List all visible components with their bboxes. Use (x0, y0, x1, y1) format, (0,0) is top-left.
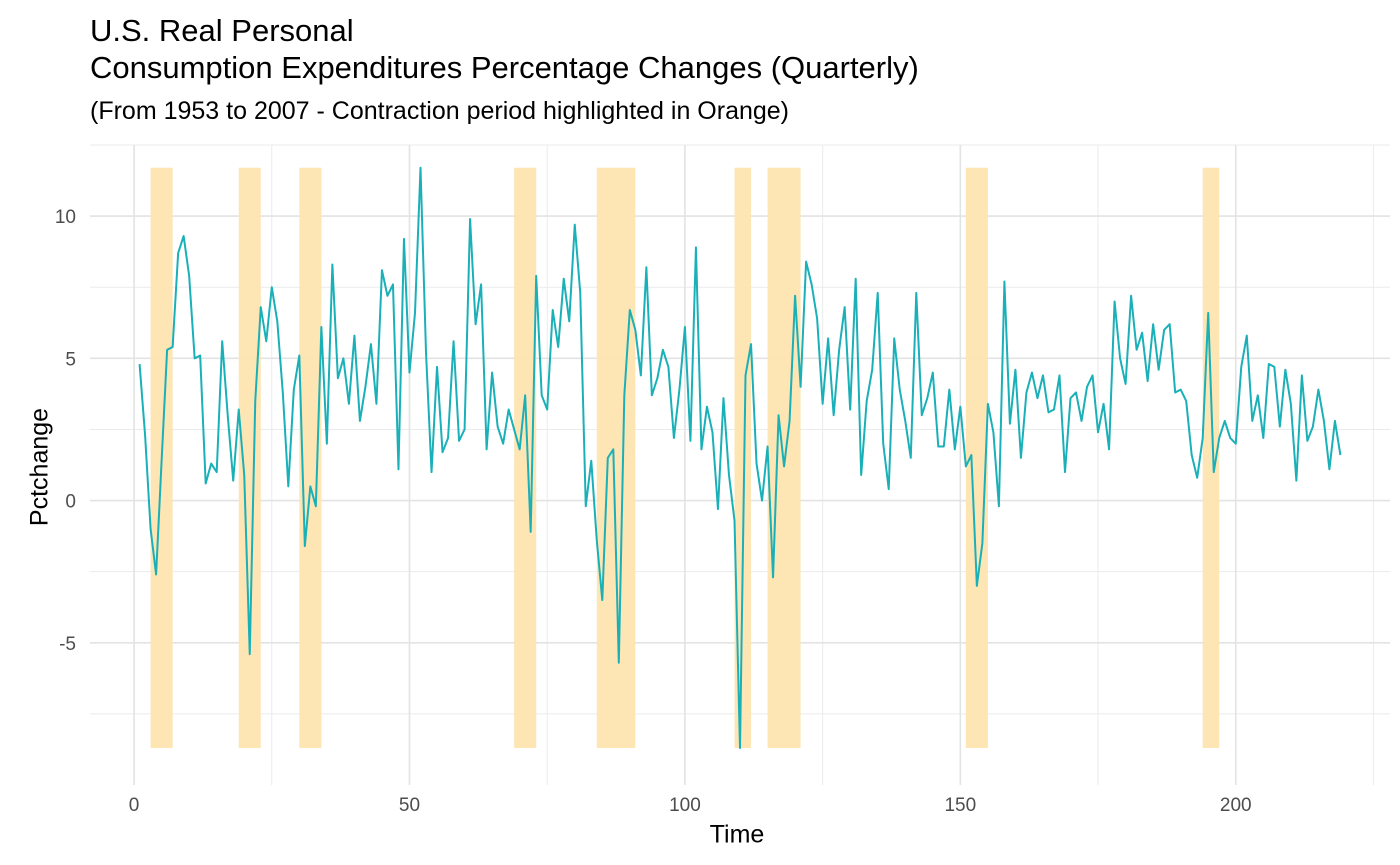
y-axis-ticks: -5 0 5 10 (55, 207, 76, 655)
chart-title: U.S. Real Personal Consumption Expenditu… (90, 13, 919, 85)
contraction-band (299, 167, 322, 749)
contraction-band (965, 167, 988, 749)
y-tick-label: 10 (55, 207, 76, 228)
contraction-band (238, 167, 261, 749)
x-tick-label: 200 (1220, 795, 1252, 816)
x-tick-label: 0 (129, 795, 140, 816)
contraction-band (1202, 167, 1220, 749)
x-axis-ticks: 0 50 100 150 200 (129, 795, 1252, 816)
y-tick-label: -5 (59, 634, 76, 655)
y-axis-label: Pctchange (25, 407, 54, 527)
contraction-band (734, 167, 752, 749)
series-layer (138, 166, 1342, 750)
x-tick-label: 100 (669, 795, 701, 816)
y-tick-label: 0 (65, 492, 76, 513)
contraction-band (596, 167, 636, 749)
y-tick-label: 5 (65, 349, 76, 370)
x-axis-label: Time (709, 820, 765, 849)
x-tick-label: 150 (944, 795, 976, 816)
pctchange-series-line (138, 166, 1342, 750)
chart-subtitle: (From 1953 to 2007 - Contraction period … (90, 97, 790, 125)
contraction-band (514, 167, 537, 749)
x-tick-label: 50 (399, 795, 420, 816)
contraction-highlights (150, 167, 1220, 749)
